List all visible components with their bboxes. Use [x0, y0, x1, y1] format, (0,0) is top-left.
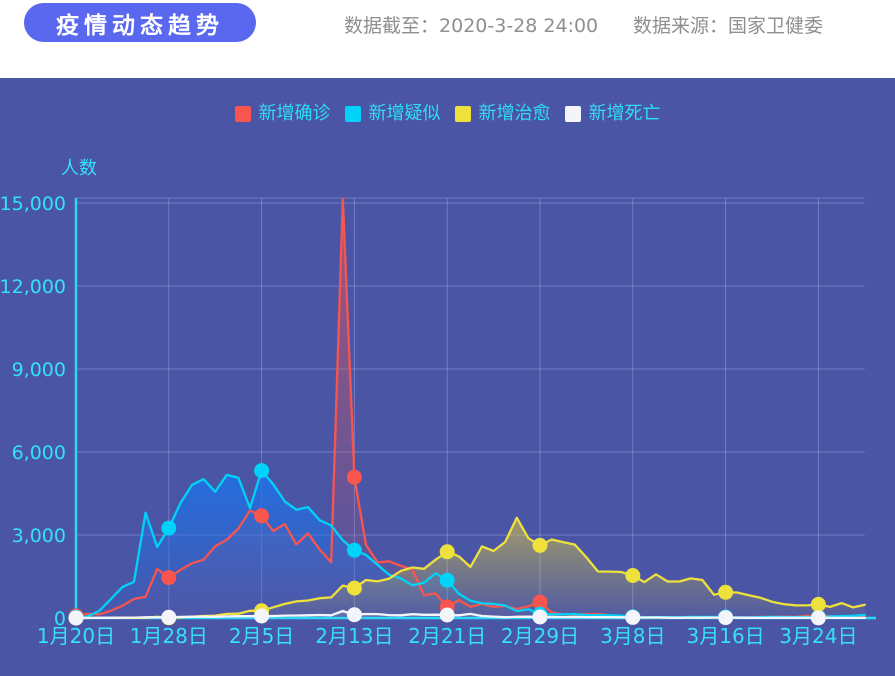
- legend-label-cured: 新增治愈: [478, 103, 551, 124]
- marker-deaths[interactable]: [346, 607, 362, 623]
- marker-cured[interactable]: [810, 596, 826, 612]
- data-source-label: 数据来源：: [633, 15, 729, 37]
- marker-deaths[interactable]: [625, 609, 641, 625]
- x-tick-label: 3月16日: [687, 624, 765, 648]
- marker-confirmed[interactable]: [346, 469, 362, 485]
- marker-cured[interactable]: [625, 568, 641, 583]
- x-tick-label: 1月28日: [130, 624, 208, 648]
- data-asof-value: 2020-3-28 24:00: [439, 15, 599, 37]
- y-tick-label: 0: [54, 608, 66, 630]
- legend-swatch-cured: [454, 106, 471, 122]
- legend-item-confirmed[interactable]: 新增确诊: [234, 103, 331, 124]
- legend-swatch-confirmed: [234, 106, 251, 122]
- header: 疫情动态趋势 数据截至：2020-3-28 24:00 数据来源：国家卫健委: [0, 0, 895, 78]
- marker-cured[interactable]: [532, 537, 548, 553]
- data-source-value: 国家卫健委: [728, 15, 824, 37]
- legend: 新增确诊 新增疑似 新增治愈 新增死亡: [0, 104, 895, 124]
- marker-deaths[interactable]: [439, 607, 455, 623]
- data-source: 数据来源：国家卫健委: [633, 11, 823, 38]
- page-title-badge[interactable]: 疫情动态趋势: [24, 3, 256, 42]
- x-tick-label: 3月8日: [600, 624, 665, 648]
- x-tick-label: 1月20日: [37, 624, 115, 648]
- series-line-deaths: [74, 609, 866, 620]
- legend-item-cured[interactable]: 新增治愈: [454, 103, 551, 124]
- legend-swatch-deaths: [564, 106, 581, 122]
- legend-item-suspected[interactable]: 新增疑似: [344, 103, 441, 124]
- marker-deaths[interactable]: [718, 610, 734, 626]
- marker-deaths[interactable]: [810, 610, 826, 626]
- y-tick-label: 3,000: [12, 525, 66, 547]
- y-tick-label: 12,000: [0, 276, 66, 298]
- marker-confirmed[interactable]: [254, 508, 270, 524]
- marker-suspected[interactable]: [346, 542, 362, 558]
- y-tick-label: 15,000: [0, 193, 66, 215]
- legend-label-deaths: 新增死亡: [588, 103, 661, 124]
- data-asof: 数据截至：2020-3-28 24:00: [344, 11, 598, 38]
- x-tick-label: 2月29日: [501, 624, 579, 648]
- y-axis-title: 人数: [61, 158, 97, 179]
- marker-confirmed[interactable]: [532, 594, 548, 610]
- legend-label-confirmed: 新增确诊: [258, 103, 331, 124]
- marker-cured[interactable]: [439, 544, 455, 560]
- x-tick-label: 2月13日: [315, 624, 393, 648]
- x-tick-label: 2月21日: [408, 624, 486, 648]
- marker-cured[interactable]: [718, 584, 734, 600]
- marker-suspected[interactable]: [439, 572, 455, 588]
- chart-panel: 新增确诊 新增疑似 新增治愈 新增死亡 0 3,000 6,000 9,000 12,000 1…: [0, 78, 895, 676]
- legend-item-deaths[interactable]: 新增死亡: [564, 103, 661, 124]
- data-asof-label: 数据截至：: [344, 15, 440, 37]
- marker-confirmed[interactable]: [161, 570, 177, 586]
- legend-label-suspected: 新增疑似: [368, 103, 441, 124]
- trend-chart[interactable]: 0 3,000 6,000 9,000 12,000 15,000 1月20日 1月28日 2月…: [0, 78, 895, 676]
- series-area-suspected: [76, 470, 865, 618]
- marker-cured[interactable]: [346, 580, 362, 596]
- marker-deaths[interactable]: [161, 609, 177, 625]
- y-tick-label: 6,000: [12, 442, 66, 464]
- marker-deaths[interactable]: [532, 609, 548, 625]
- x-tick-label: 2月5日: [229, 624, 294, 648]
- marker-suspected[interactable]: [254, 463, 270, 479]
- x-tick-label: 3月24日: [779, 624, 857, 648]
- marker-deaths[interactable]: [68, 610, 84, 626]
- legend-swatch-suspected: [344, 106, 361, 122]
- marker-suspected[interactable]: [161, 520, 177, 536]
- y-tick-label: 9,000: [12, 359, 66, 381]
- marker-deaths[interactable]: [254, 608, 270, 624]
